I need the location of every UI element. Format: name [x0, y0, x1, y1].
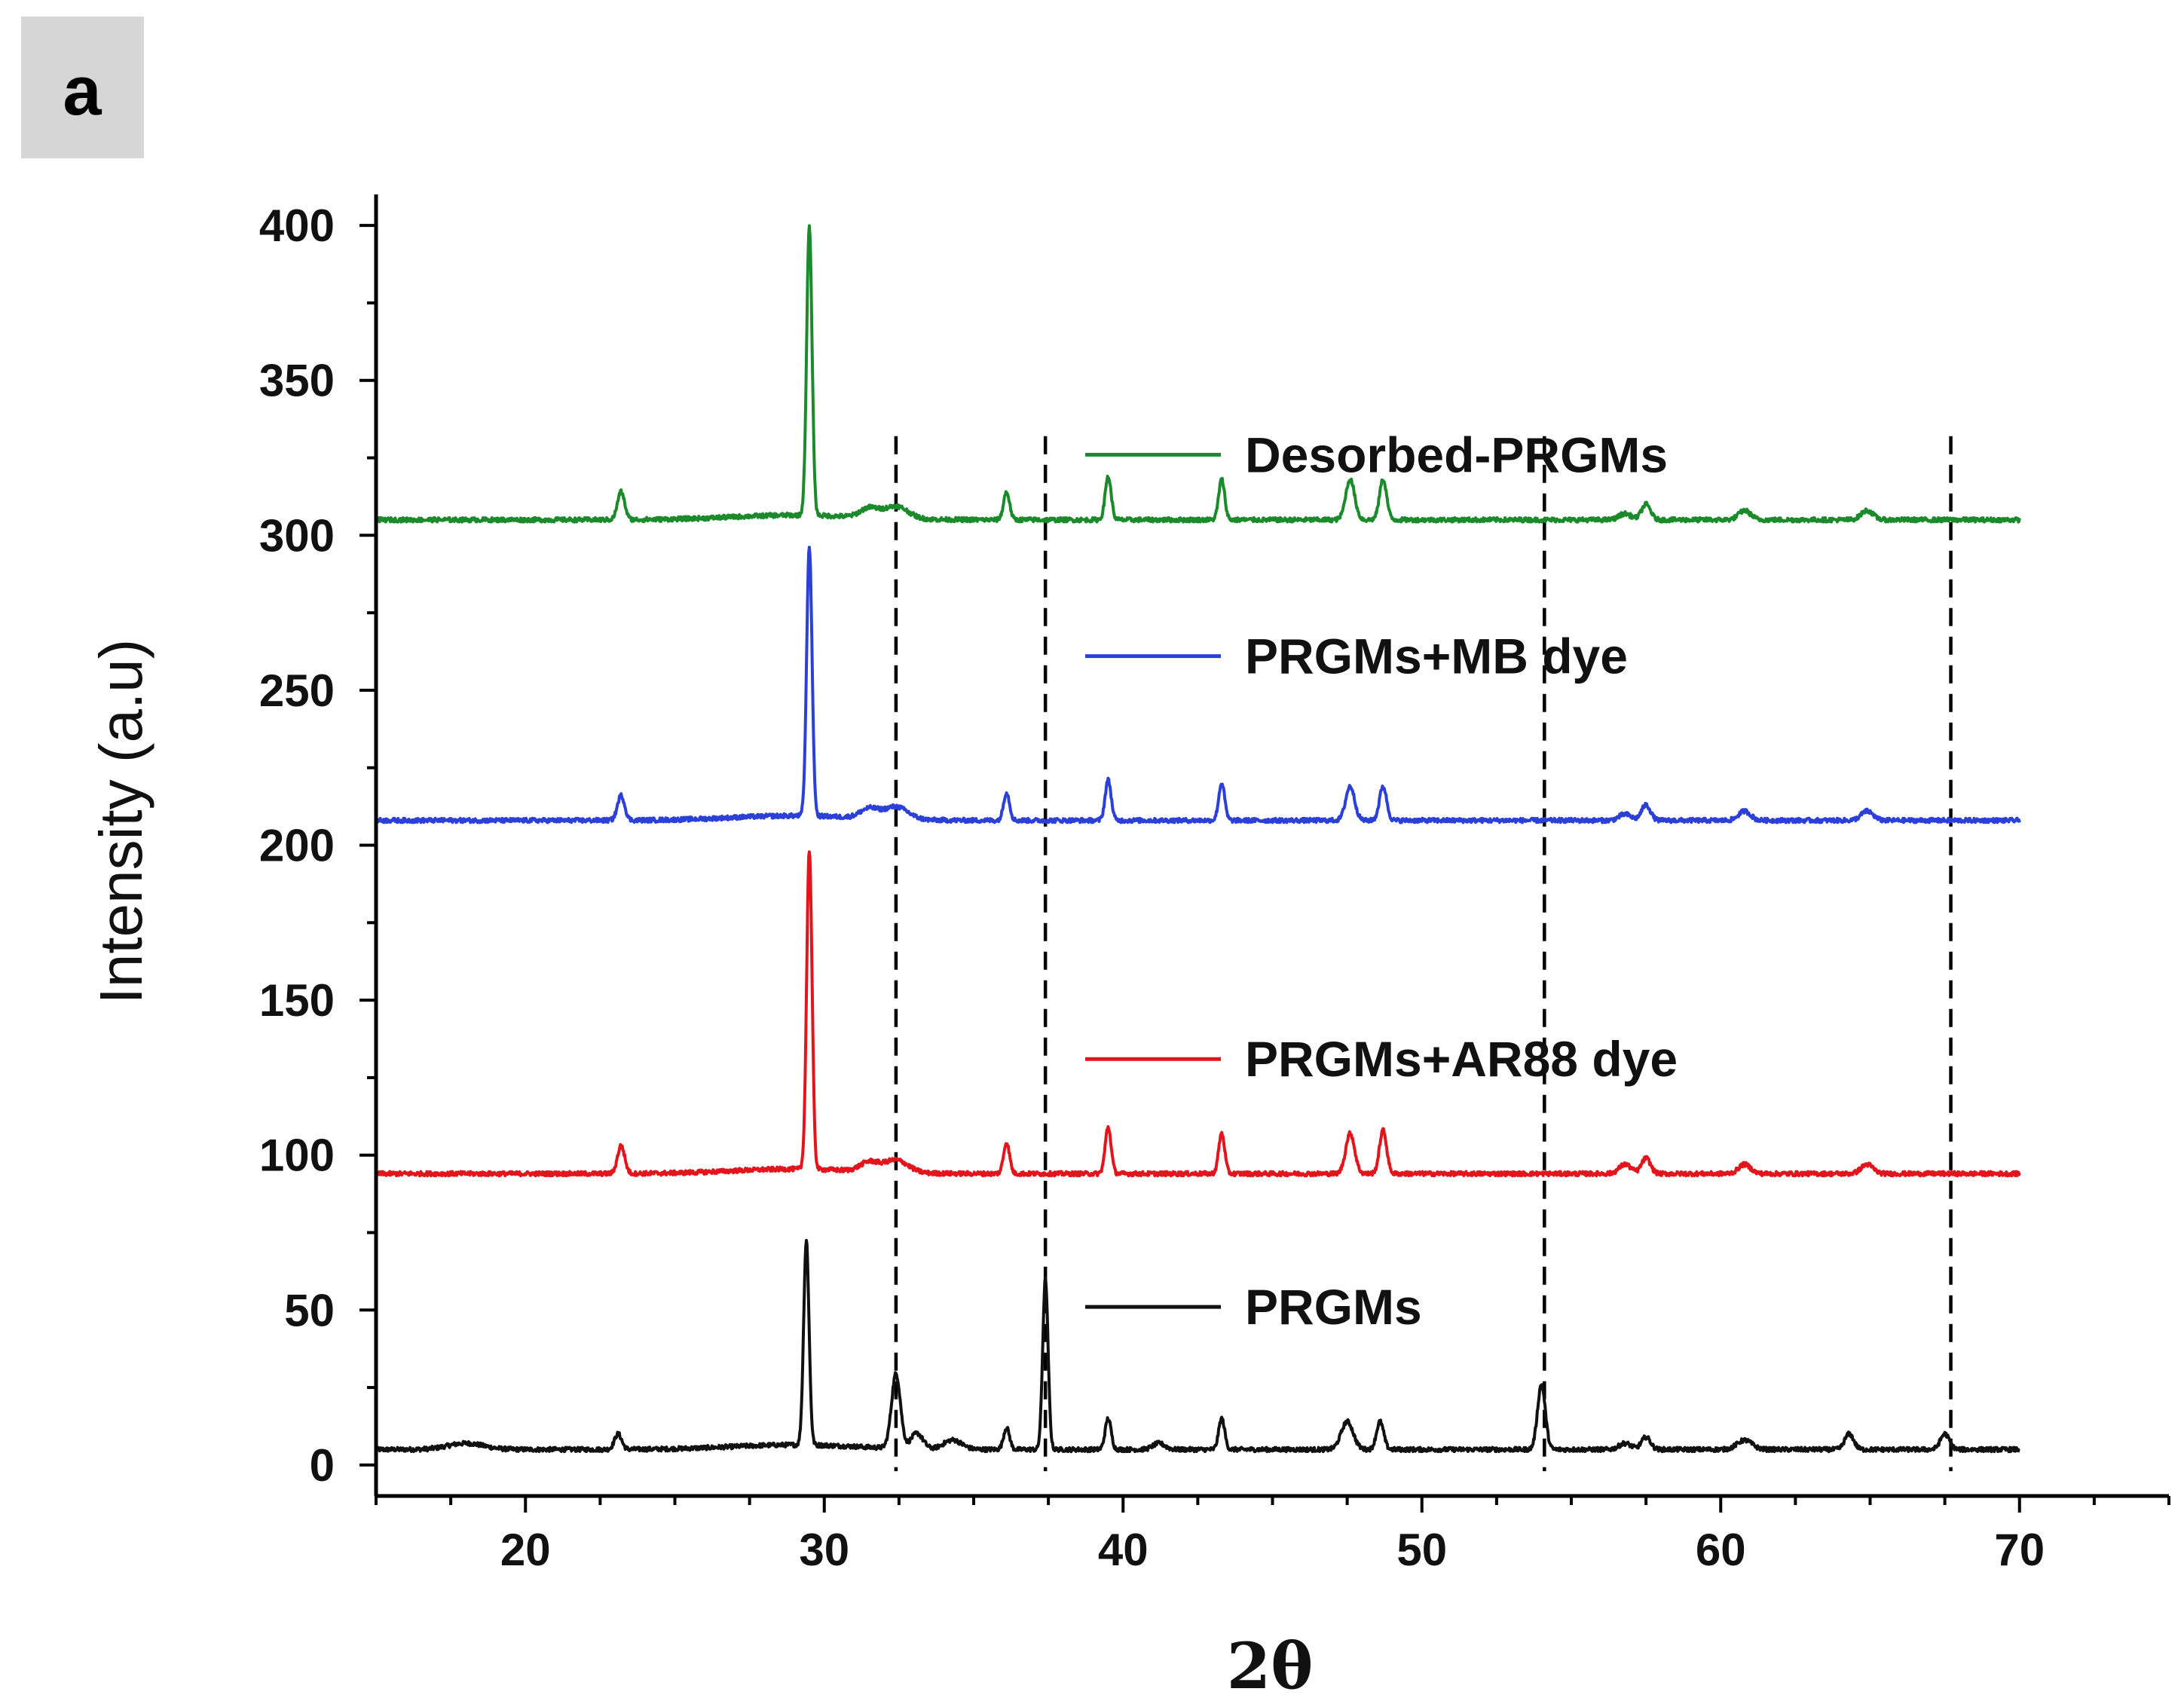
- x-tick-label: 70: [1994, 1525, 2045, 1575]
- y-tick-label: 100: [259, 1130, 335, 1181]
- x-tick-label: 50: [1396, 1525, 1447, 1575]
- y-tick-label: 250: [259, 665, 335, 716]
- y-tick-label: 200: [259, 821, 335, 871]
- series-line: [375, 224, 2021, 524]
- x-tick-label: 40: [1098, 1525, 1149, 1575]
- x-tick-label: 20: [500, 1525, 551, 1575]
- series-line: [375, 546, 2021, 824]
- y-tick-label: 0: [310, 1440, 335, 1491]
- y-tick-label: 350: [259, 356, 335, 406]
- y-tick-label: 300: [259, 510, 335, 561]
- y-tick-label: 400: [259, 200, 335, 251]
- legend-label: Desorbed-PRGMs: [1245, 427, 1668, 482]
- panel-label-box: [21, 17, 144, 158]
- series-line: [375, 1238, 2020, 1454]
- series-line: [375, 850, 2021, 1178]
- x-axis-label: 2θ: [1227, 1629, 1313, 1703]
- legend-label: PRGMs+MB dye: [1245, 629, 1628, 684]
- panel-label: a: [63, 53, 102, 130]
- reference-lines: [894, 436, 1953, 1472]
- legend-label: PRGMs+AR88 dye: [1245, 1031, 1678, 1087]
- x-tick-label: 30: [799, 1525, 849, 1575]
- x-ticks: 20 30 40 50 60 70: [375, 1496, 2170, 1575]
- y-ticks: 0 50 100 150 200 250 300 350 400: [259, 200, 376, 1491]
- y-tick-label: 150: [259, 975, 335, 1026]
- series-group: [375, 224, 2021, 1454]
- x-tick-label: 60: [1696, 1525, 1746, 1575]
- legend: Desorbed-PRGMs PRGMs+MB dye PRGMs+AR88 dye…: [1085, 427, 1678, 1335]
- y-tick-label: 50: [284, 1285, 335, 1335]
- y-axis-label: Intensity (a.u): [87, 639, 154, 1005]
- legend-label: PRGMs: [1245, 1279, 1422, 1335]
